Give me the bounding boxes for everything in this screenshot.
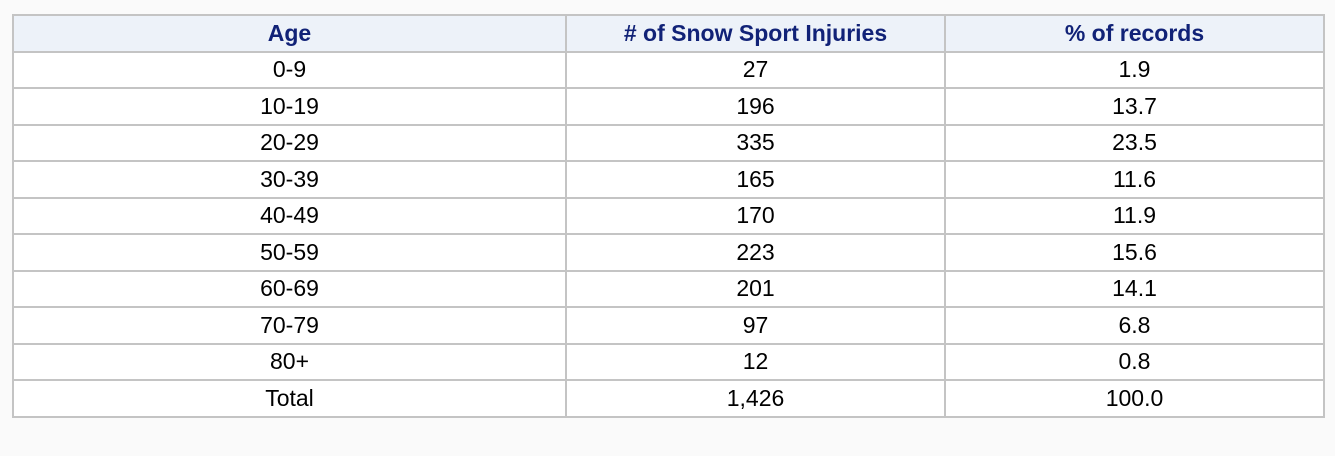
table-cell: 23.5: [944, 123, 1325, 162]
table-row: 60-69 201 14.1: [12, 269, 1325, 308]
table-cell: 0.8: [944, 342, 1325, 381]
table-cell: 70-79: [12, 306, 567, 345]
table-container: Age # of Snow Sport Injuries% of records …: [12, 14, 1325, 418]
table-row: 70-79 97 6.8: [12, 306, 1325, 345]
table-cell: 1,426: [565, 379, 946, 418]
table-cell: 335: [565, 123, 946, 162]
table-cell: 1.9: [944, 50, 1325, 89]
table-row: 10-19 196 13.7: [12, 87, 1325, 126]
table-row: 20-29 335 23.5: [12, 123, 1325, 162]
table-row: 50-59 223 15.6: [12, 233, 1325, 272]
header-cell: % of records: [944, 14, 1325, 53]
table-cell: 201: [565, 269, 946, 308]
table-cell: 80+: [12, 342, 567, 381]
table-row: 80+ 12 0.8: [12, 342, 1325, 381]
table-cell: 12: [565, 342, 946, 381]
table-row: 0-9 27 1.9: [12, 50, 1325, 89]
table-cell: 60-69: [12, 269, 567, 308]
table-cell: 97: [565, 306, 946, 345]
table-row: 30-39 165 11.6: [12, 160, 1325, 199]
table-cell: 14.1: [944, 269, 1325, 308]
table-cell: 100.0: [944, 379, 1325, 418]
table-cell: 10-19: [12, 87, 567, 126]
data-table: Age # of Snow Sport Injuries% of records …: [12, 14, 1325, 418]
table-cell: 223: [565, 233, 946, 272]
header-cell: Age: [12, 14, 567, 53]
table-cell: 6.8: [944, 306, 1325, 345]
table-body: 0-9 27 1.9 10-19 196 13.7 20-29 335 23.5 30-39 165…: [12, 50, 1325, 418]
table-cell: 40-49: [12, 196, 567, 235]
table-cell: 20-29: [12, 123, 567, 162]
table-cell: 11.9: [944, 196, 1325, 235]
table-row: 40-49 170 11.9: [12, 196, 1325, 235]
header-cell: # of Snow Sport Injuries: [565, 14, 946, 53]
table-cell: 30-39: [12, 160, 567, 199]
table-cell: 11.6: [944, 160, 1325, 199]
table-cell: 165: [565, 160, 946, 199]
table-cell: 27: [565, 50, 946, 89]
header-row: Age # of Snow Sport Injuries% of records: [12, 14, 1325, 53]
table-row: Total 1,426 100.0: [12, 379, 1325, 418]
table-cell: 50-59: [12, 233, 567, 272]
table-cell: Total: [12, 379, 567, 418]
table-cell: 196: [565, 87, 946, 126]
table-cell: 0-9: [12, 50, 567, 89]
table-cell: 170: [565, 196, 946, 235]
table-cell: 15.6: [944, 233, 1325, 272]
table-cell: 13.7: [944, 87, 1325, 126]
